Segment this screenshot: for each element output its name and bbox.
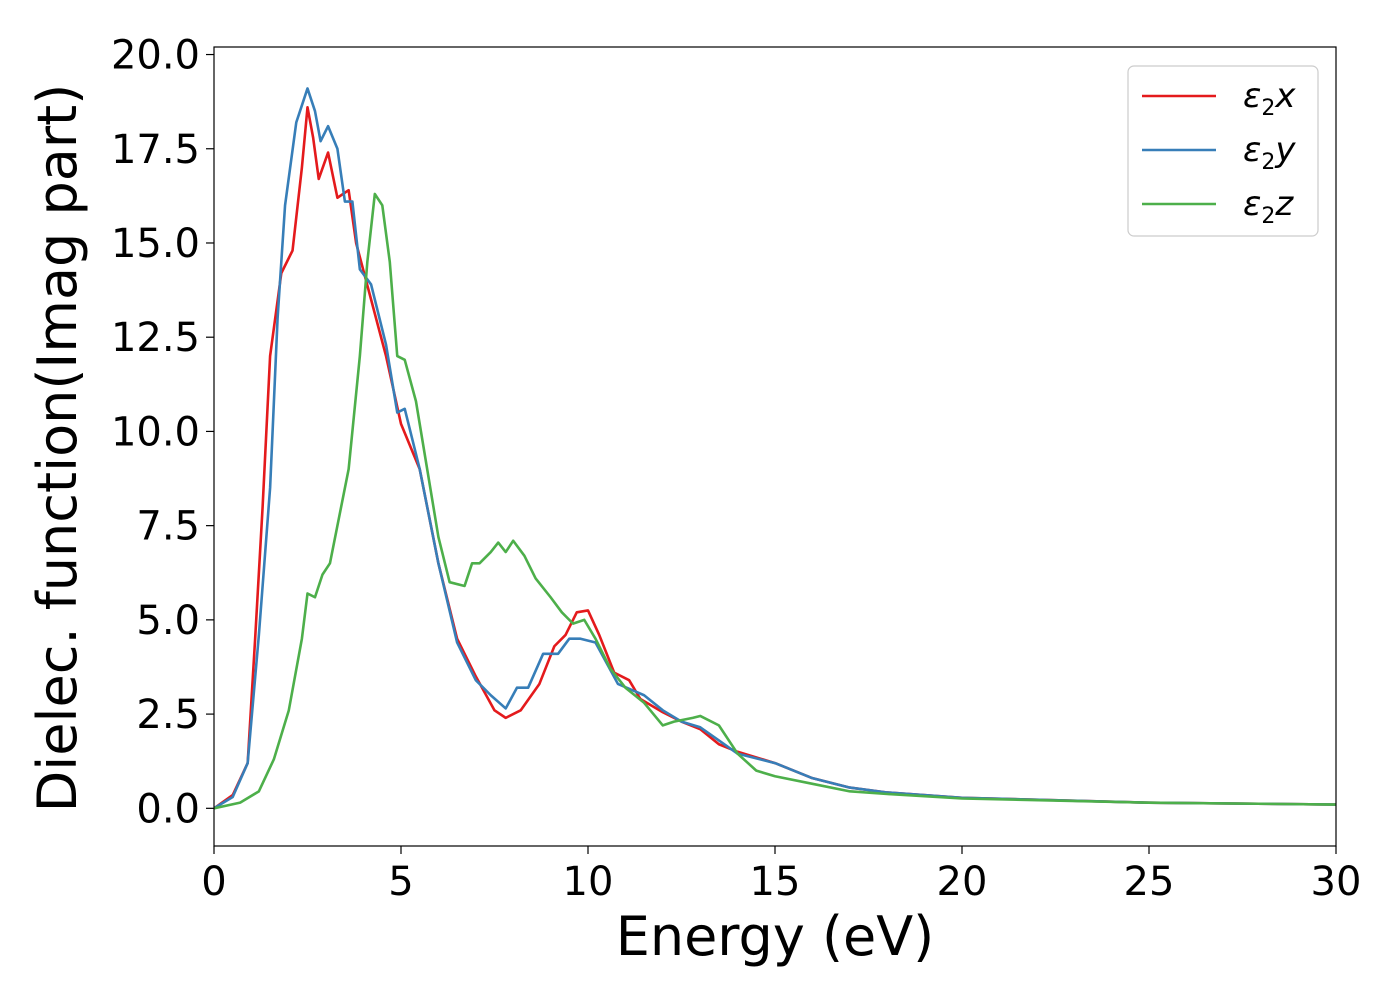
y-tick-label: 0.0 (136, 786, 200, 832)
x-tick-label: 30 (1311, 859, 1362, 905)
y-tick-label: 17.5 (111, 127, 200, 173)
x-tick-label: 10 (563, 859, 614, 905)
y-tick-label: 15.0 (111, 221, 200, 267)
legend-subscript: 2 (1261, 96, 1275, 121)
x-tick-label: 20 (937, 859, 988, 905)
series-line-y (214, 87, 1336, 810)
y-tick-label: 20.0 (111, 33, 200, 79)
y-tick-label: 10.0 (111, 409, 200, 455)
legend-label-y: ε2y (1243, 130, 1296, 175)
legend-symbol: ε (1243, 76, 1261, 116)
y-axis: 0.0 2.5 5.0 7.5 10.0 12.5 15.0 17.5 20.0 (111, 33, 214, 832)
legend-symbol: ε (1243, 184, 1261, 224)
y-tick-label: 12.5 (111, 315, 200, 361)
y-tick-label: 2.5 (136, 692, 200, 738)
series-line-x (214, 106, 1336, 810)
x-axis: 0 5 10 15 20 25 30 (201, 846, 1361, 905)
y-tick-label: 7.5 (136, 504, 200, 550)
legend-suffix: y (1274, 130, 1296, 170)
series-layer (214, 87, 1336, 810)
x-tick-label: 5 (388, 859, 413, 905)
legend-symbol: ε (1243, 130, 1261, 170)
y-tick-label: 5.0 (136, 598, 200, 644)
x-tick-label: 25 (1124, 859, 1175, 905)
legend-suffix: x (1274, 76, 1296, 116)
y-axis-title: Dielec. function(Imag part) (26, 84, 89, 813)
legend-label-x: ε2x (1243, 76, 1296, 121)
legend-suffix: z (1274, 184, 1294, 224)
legend-subscript: 2 (1261, 150, 1275, 175)
x-axis-title: Energy (eV) (616, 905, 935, 968)
legend-box (1127, 65, 1319, 237)
x-tick-label: 0 (201, 859, 226, 905)
legend-label-z: ε2z (1243, 184, 1294, 229)
series-line-z (214, 192, 1336, 810)
x-tick-label: 15 (750, 859, 801, 905)
legend-subscript: 2 (1261, 204, 1275, 229)
